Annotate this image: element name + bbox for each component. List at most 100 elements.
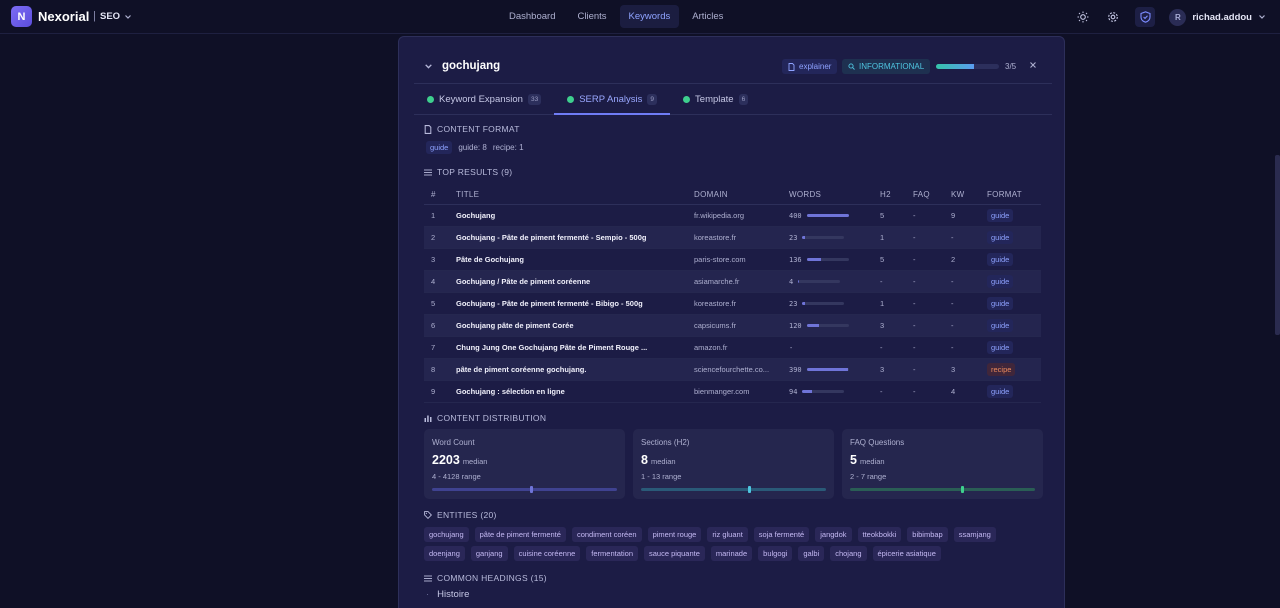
cell-domain: fr.wikipedia.org	[694, 211, 745, 220]
entity-chip[interactable]: ssamjang	[953, 527, 996, 542]
entity-chip[interactable]: pâte de piment fermenté	[474, 527, 566, 542]
entity-chip[interactable]: soja fermenté	[753, 527, 810, 542]
cell-title[interactable]: pâte de piment coréenne gochujang.	[456, 365, 587, 374]
collapse-chevron-icon[interactable]	[424, 62, 433, 73]
tab-count: 9	[647, 93, 658, 105]
explainer-button[interactable]: explainer	[782, 59, 838, 74]
brand-name[interactable]: Nexorial	[38, 9, 90, 24]
word-count: 400	[789, 211, 802, 220]
entity-chip[interactable]: marinade	[710, 546, 753, 561]
format-chip: guide	[987, 231, 1014, 244]
entity-chip[interactable]: gochujang	[424, 527, 469, 542]
cell-title[interactable]: Gochujang - Pâte de piment fermenté - Se…	[456, 233, 647, 242]
entity-chip[interactable]: bibimbap	[907, 527, 948, 542]
app-logo[interactable]: N	[11, 6, 32, 27]
table-row[interactable]: 6 Gochujang pâte de piment Corée capsicums…	[424, 315, 1041, 337]
table-row[interactable]: 7 Chung Jung One Gochujang Pâte de Piment…	[424, 337, 1041, 359]
median-unit: median	[859, 457, 885, 466]
entity-chip[interactable]: bulgogi	[758, 546, 793, 561]
cell-format: guide	[987, 231, 1041, 244]
tab-template[interactable]: Template 6	[670, 84, 761, 114]
table-row[interactable]: 4 Gochujang / Pâte de piment coréenne asia…	[424, 271, 1041, 293]
entity-chip[interactable]: condiment coréen	[571, 527, 642, 542]
word-count: 136	[789, 255, 802, 264]
entity-chip[interactable]: cuisine coréenne	[513, 546, 581, 561]
entity-chip[interactable]: épicerie asiatique	[872, 546, 941, 561]
shield-icon[interactable]	[1135, 7, 1156, 27]
cell-rank: 2	[431, 233, 436, 242]
entity-chip[interactable]: tteokbokki	[857, 527, 902, 542]
avatar: R	[1169, 8, 1187, 26]
cell-rank: 6	[431, 321, 436, 330]
heading-label: Histoire	[437, 589, 470, 600]
entity-chip[interactable]: galbi	[798, 546, 825, 561]
cell-title[interactable]: Gochujang - Pâte de piment fermenté - Bi…	[456, 299, 643, 308]
word-bar-fill	[806, 368, 848, 371]
entity-chip[interactable]: doenjang	[424, 546, 465, 561]
cell-title[interactable]: Gochujang	[456, 211, 496, 220]
tab-keyword-expansion[interactable]: Keyword Expansion 33	[414, 84, 554, 114]
entity-chip[interactable]: riz gluant	[707, 527, 748, 542]
table-row[interactable]: 3 Pâte de Gochujang paris-store.com 136 5 - 2 g…	[424, 249, 1041, 271]
tab-serp-analysis[interactable]: SERP Analysis 9	[554, 84, 670, 115]
cell-format: guide	[987, 341, 1041, 354]
section-label: COMMON HEADINGS (15)	[437, 573, 547, 583]
entity-chip[interactable]: ganjang	[470, 546, 508, 561]
cell-kw: -	[951, 299, 954, 308]
table-row[interactable]: 2 Gochujang - Pâte de piment fermenté - S…	[424, 227, 1041, 249]
menu-icon	[424, 575, 432, 581]
gear-icon[interactable]	[1105, 9, 1121, 25]
cell-faq: -	[913, 343, 916, 352]
cell-title[interactable]: Chung Jung One Gochujang Pâte de Piment …	[456, 343, 648, 352]
cell-words: 136	[789, 256, 880, 264]
cell-title[interactable]: Gochujang : sélection en ligne	[456, 387, 565, 396]
median-value: 8	[641, 453, 648, 467]
card-label: FAQ Questions	[850, 438, 905, 447]
entities-title: ENTITIES (20)	[424, 510, 497, 520]
median-value: 2203	[432, 453, 460, 467]
format-chip: guide	[426, 141, 453, 154]
card-label: Word Count	[432, 438, 475, 447]
keyword-panel: gochujang explainer INFORMATIONAL 3/5 Ke…	[398, 36, 1065, 608]
cell-kw: -	[951, 233, 954, 242]
table-row[interactable]: 9 Gochujang : sélection en ligne bienmange…	[424, 381, 1041, 403]
table-row[interactable]: 1 Gochujang fr.wikipedia.org 400 5 - 9 guide	[424, 205, 1041, 227]
nav-clients[interactable]: Clients	[577, 11, 607, 22]
user-menu[interactable]: R richad.addou	[1169, 8, 1266, 26]
cell-title[interactable]: Gochujang pâte de piment Corée	[456, 321, 574, 330]
section-label: TOP RESULTS (9)	[437, 167, 513, 177]
sun-icon[interactable]	[1075, 9, 1091, 25]
entity-chip[interactable]: fermentation	[586, 546, 638, 561]
cell-domain: asiamarche.fr	[694, 277, 740, 286]
table-row[interactable]: 5 Gochujang - Pâte de piment fermenté - B…	[424, 293, 1041, 315]
status-dot	[427, 95, 434, 103]
entity-chip[interactable]: piment rouge	[647, 527, 702, 542]
format-chip: guide	[987, 341, 1014, 354]
nav-dashboard[interactable]: Dashboard	[509, 11, 556, 22]
cell-title[interactable]: Pâte de Gochujang	[456, 255, 524, 264]
median-unit: median	[462, 457, 488, 466]
table-row[interactable]: 8 pâte de piment coréenne gochujang. scien…	[424, 359, 1041, 381]
cell-h2: -	[880, 387, 883, 396]
nav-keywords[interactable]: Keywords	[619, 5, 680, 28]
search-icon	[848, 63, 855, 70]
page-scrollbar[interactable]	[1275, 155, 1280, 335]
cell-rank: 4	[431, 277, 436, 286]
cell-rank: 1	[431, 211, 436, 220]
entity-chip[interactable]: jangdok	[815, 527, 852, 542]
card-value: 2203 median	[432, 453, 617, 467]
section-switcher[interactable]: SEO	[100, 11, 132, 22]
entity-chip[interactable]: sauce piquante	[644, 546, 705, 561]
cell-title[interactable]: Gochujang / Pâte de piment coréenne	[456, 277, 591, 286]
word-bar	[806, 324, 849, 327]
top-nav: N Nexorial | SEO Dashboard Clients Keywo…	[0, 0, 1280, 34]
word-count: -	[789, 343, 794, 352]
nav-articles[interactable]: Articles	[692, 11, 724, 22]
col-domain: DOMAIN	[694, 190, 728, 199]
card-range: 2 - 7 range	[850, 472, 887, 481]
cell-kw: -	[951, 277, 954, 286]
cell-kw: -	[951, 343, 954, 352]
recipe-count: recipe: 1	[492, 143, 524, 152]
close-icon[interactable]	[1029, 61, 1037, 71]
entity-chip[interactable]: chojang	[830, 546, 867, 561]
